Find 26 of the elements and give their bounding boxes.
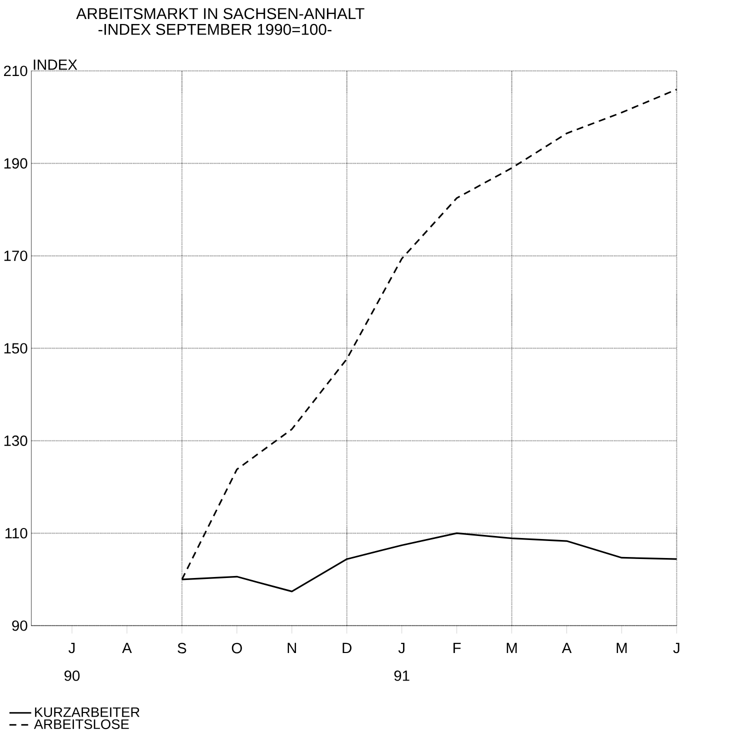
x-tick-label: J bbox=[398, 642, 404, 654]
text: 90 bbox=[64, 670, 80, 681]
y-tick-label: 190 bbox=[4, 158, 28, 168]
x-tick-label: S bbox=[178, 642, 186, 654]
legend-label: KURZARBEITER bbox=[35, 707, 140, 717]
y-tick-label: 170 bbox=[4, 250, 28, 261]
y-tick-label: 130 bbox=[4, 435, 28, 446]
x-tick-label: A bbox=[562, 642, 572, 653]
chart-title: ARBEITSMARKT IN SACHSEN-ANHALT bbox=[76, 8, 364, 20]
x-tick-label: J bbox=[68, 642, 75, 654]
y-tick-label: 90 bbox=[12, 620, 28, 631]
y-tick-label: 150 bbox=[4, 342, 28, 354]
x-tick-label: M bbox=[506, 642, 517, 653]
x-tick-label: F bbox=[454, 642, 461, 653]
x-tick-label: J bbox=[673, 642, 680, 654]
y-tick-label: 210 bbox=[4, 66, 28, 76]
x-tick-label: O bbox=[232, 642, 242, 654]
x-tick-label: D bbox=[342, 642, 352, 653]
x-tick-label: N bbox=[288, 642, 296, 653]
x-tick-label: A bbox=[122, 642, 132, 653]
y-tick-label: 110 bbox=[5, 528, 28, 538]
text: 91 bbox=[394, 670, 410, 681]
x-tick-label: M bbox=[616, 642, 627, 653]
y-axis-title: INDEX bbox=[34, 59, 78, 70]
chart-subtitle: -INDEX SEPTEMBER 1990=100- bbox=[98, 24, 332, 35]
legend-label: ARBEITSLOSE bbox=[34, 719, 129, 729]
